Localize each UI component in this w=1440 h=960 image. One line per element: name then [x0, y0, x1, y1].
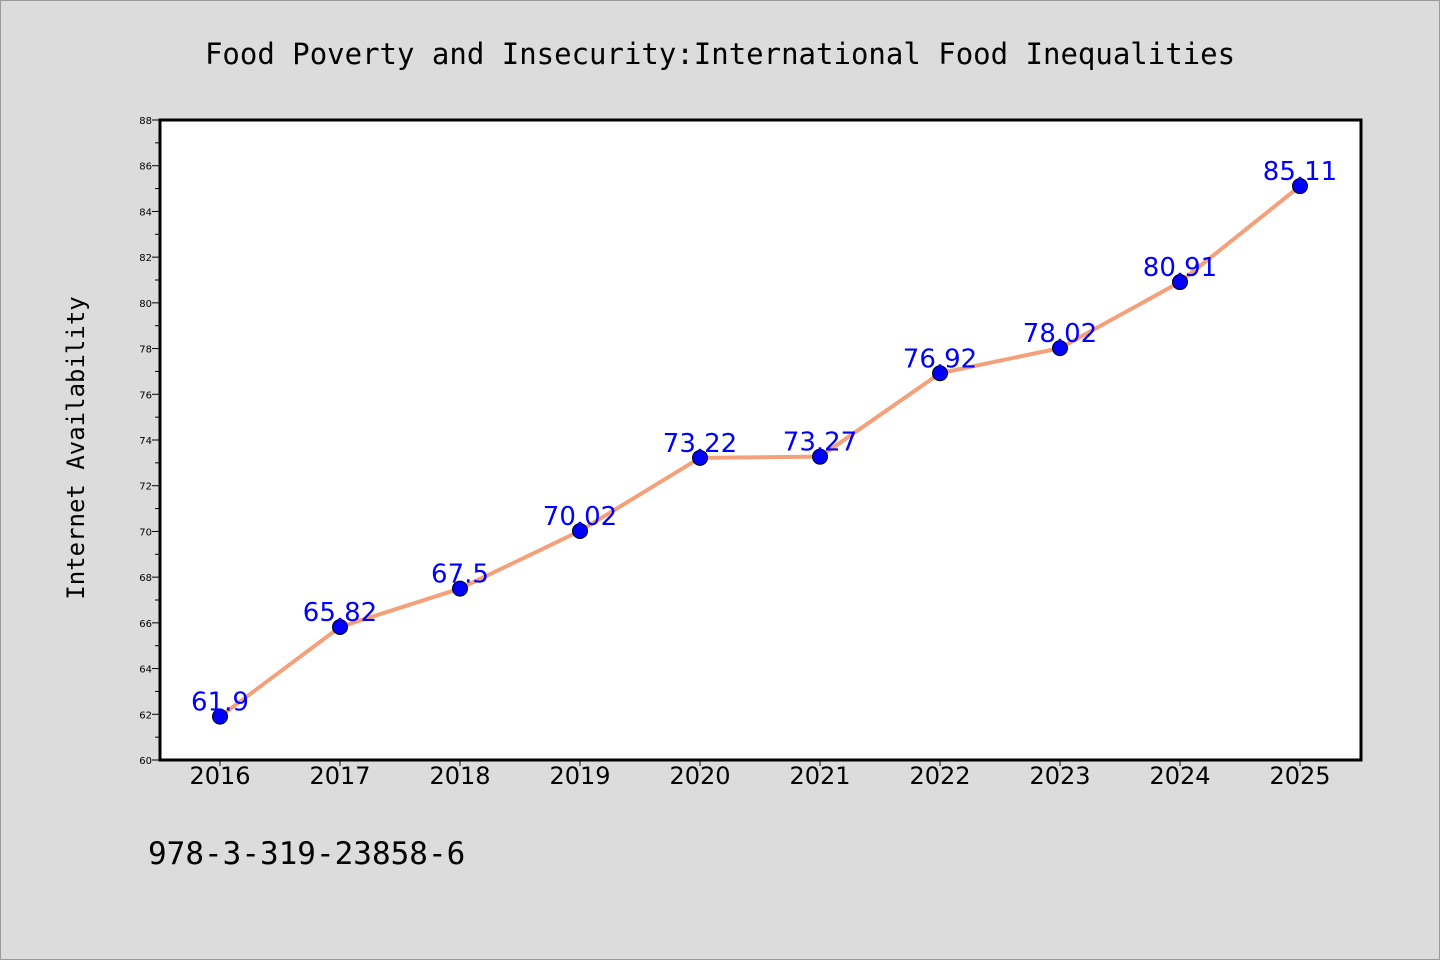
- data-label: 85.11: [1263, 157, 1337, 187]
- y-tick-label: 70: [139, 527, 152, 538]
- y-tick-label: 76: [139, 390, 152, 401]
- data-label: 73.27: [783, 428, 857, 458]
- x-tick-label: 2020: [669, 762, 730, 790]
- data-label: 76.92: [903, 344, 977, 374]
- y-tick-label: 86: [139, 162, 152, 173]
- x-tick-label: 2022: [909, 762, 970, 790]
- y-axis-label: Internet Availability: [62, 296, 90, 599]
- data-point: [572, 522, 588, 539]
- y-tick-label: 60: [139, 756, 152, 767]
- data-label: 80.91: [1143, 253, 1217, 283]
- y-tick-label: 84: [139, 207, 152, 218]
- x-tick-label: 2018: [429, 762, 490, 790]
- data-label: 70.02: [543, 502, 617, 532]
- data-point: [932, 365, 948, 382]
- y-tick-label: 82: [139, 253, 152, 264]
- y-tick-label: 64: [139, 665, 152, 676]
- y-axis-ticks: 60 62 64 66 68 70 72 74 76 78 80 82 84 86 88: [139, 116, 160, 767]
- data-point: [1052, 340, 1068, 357]
- y-tick-label: 80: [139, 299, 152, 310]
- y-tick-label: 68: [139, 573, 152, 584]
- x-tick-label: 2023: [1029, 762, 1090, 790]
- data-markers: [212, 178, 1308, 725]
- data-point: [812, 448, 828, 465]
- x-tick-label: 2016: [189, 762, 250, 790]
- data-point: [692, 449, 708, 466]
- data-label: 78.02: [1023, 319, 1097, 349]
- x-tick-label: 2024: [1149, 762, 1210, 790]
- chart-title: Food Poverty and Insecurity:Internationa…: [205, 37, 1235, 71]
- x-axis-ticks: 2016 2017 2018 2019 2020 2021 2022 2023 2024 2025: [189, 760, 1331, 790]
- data-label: 65.82: [303, 598, 377, 628]
- y-tick-label: 78: [139, 345, 152, 356]
- y-tick-label: 62: [139, 710, 152, 721]
- y-tick-label: 72: [139, 482, 152, 493]
- data-label: 73.22: [663, 429, 737, 459]
- series-line: [218, 184, 1302, 719]
- data-label: 61.9: [191, 688, 249, 718]
- data-point: [1172, 274, 1188, 291]
- y-tick-label: 66: [139, 619, 152, 630]
- series-line-group: [218, 184, 1302, 719]
- data-point: [452, 580, 468, 597]
- data-labels: 61.9 65.82 67.5 70.02 73.22 73.27 76.92 78.02 80…: [191, 157, 1337, 718]
- x-tick-label: 2025: [1269, 762, 1330, 790]
- data-label: 67.5: [431, 560, 489, 590]
- x-tick-label: 2021: [789, 762, 850, 790]
- data-point: [212, 708, 228, 725]
- x-tick-label: 2017: [309, 762, 370, 790]
- x-tick-label: 2019: [549, 762, 610, 790]
- y-tick-label: 74: [139, 436, 152, 447]
- data-point: [1292, 178, 1308, 195]
- data-point: [332, 618, 348, 635]
- y-tick-label: 88: [139, 116, 152, 127]
- isbn-text: 978-3-319-23858-6: [148, 836, 465, 872]
- plot-area: [158, 118, 1363, 762]
